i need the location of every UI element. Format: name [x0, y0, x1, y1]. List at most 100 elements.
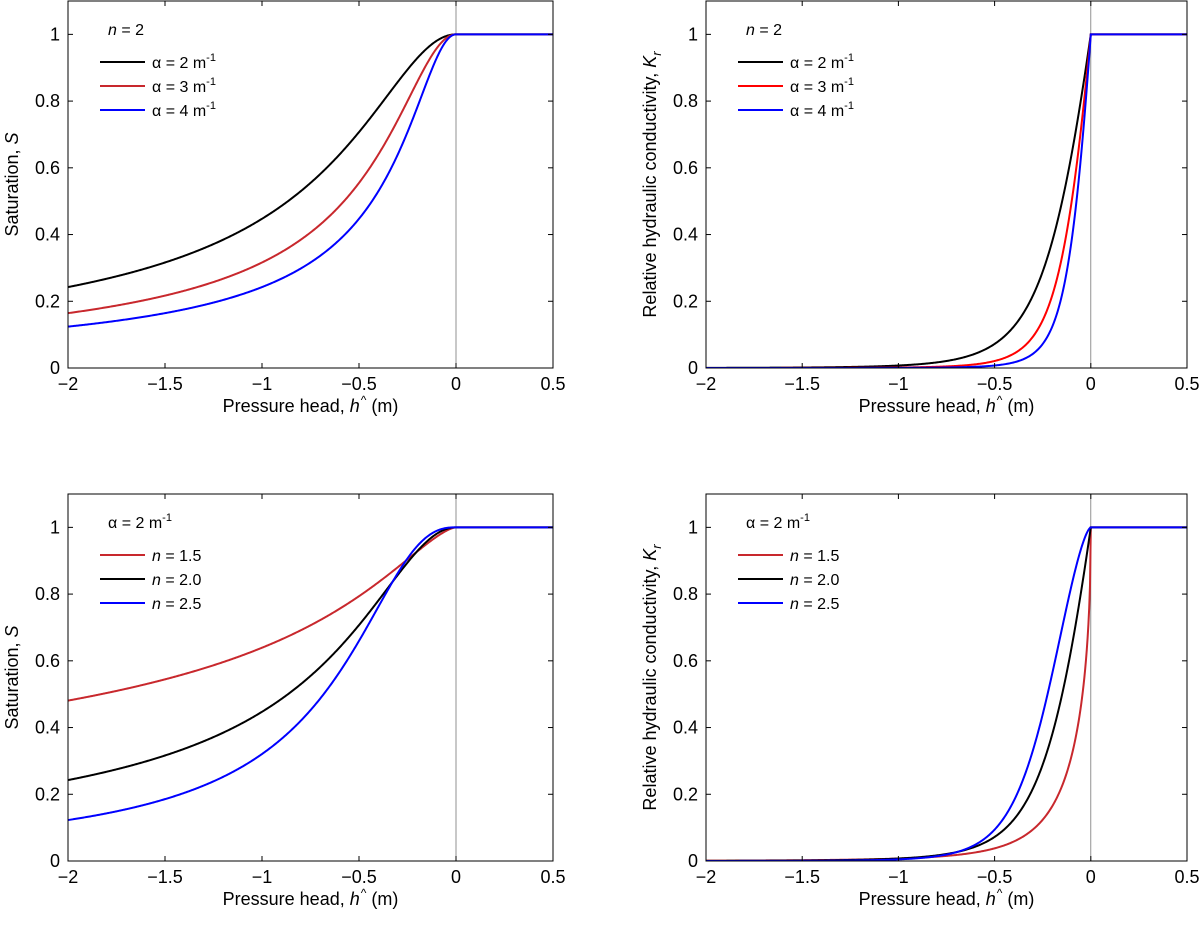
legend-item: n = 2.5: [738, 596, 839, 613]
y-tick-label: 0.6: [35, 651, 60, 671]
x-tick-label: −0.5: [977, 867, 1013, 887]
y-tick-label: 0: [688, 358, 698, 378]
legend-item: n = 2.0: [100, 572, 201, 589]
text-span: α = 4 m: [152, 103, 206, 120]
text-span: n: [152, 548, 161, 565]
text-span: = 2.5: [799, 596, 840, 613]
axes-box: [67, 0, 554, 369]
text-span: -1: [206, 100, 216, 112]
panel-top-right: −2 −1.5 −1 −0.5 0 0.5 0 0.2 0.4 0.6 0.8 1 Pressure h…: [640, 0, 1200, 416]
x-tick-label: 0.5: [540, 374, 565, 394]
text-span: (m): [1002, 889, 1034, 909]
legend-item: n = 1.5: [738, 548, 839, 565]
y-tick-label: 0.4: [673, 225, 698, 245]
legend-label: n = 2.0: [152, 572, 201, 589]
x-tick-label: −1: [252, 374, 273, 394]
x-tick-label: −1.5: [784, 374, 820, 394]
text-span: n: [152, 596, 161, 613]
y-axis-label: Relative hydraulic conductivity, Kr: [640, 51, 664, 318]
legend-item: α = 4 m-1: [100, 100, 216, 120]
y-tick-label: 0.6: [673, 158, 698, 178]
x-tick-label: 0: [1086, 374, 1096, 394]
x-tick-label: 0.5: [540, 867, 565, 887]
text-span: n: [152, 572, 161, 589]
x-tick-label: −2: [58, 867, 79, 887]
y-tick-label: 0.6: [673, 651, 698, 671]
text-span: h: [350, 396, 360, 416]
x-axis-label: Pressure head, h^ (m): [223, 393, 399, 416]
y-tick-label: 0.8: [35, 91, 60, 111]
series-line-0: [706, 33, 1187, 368]
legend-label: n = 2.0: [790, 572, 839, 589]
text-span: Pressure head,: [859, 889, 986, 909]
text-span: = 2: [755, 22, 782, 39]
text-span: -1: [844, 100, 854, 112]
x-tick-label: −2: [696, 374, 717, 394]
x-tick-label: 0: [451, 374, 461, 394]
x-tick-label: 0: [1086, 867, 1096, 887]
text-span: n: [108, 22, 117, 39]
axes-box: [705, 0, 1188, 369]
text-span: ^: [361, 393, 367, 407]
legend-label: n = 2.5: [152, 596, 201, 613]
text-span: -1: [800, 512, 810, 524]
axes-box: [67, 493, 554, 862]
y-tick-label: 0: [50, 358, 60, 378]
x-tick-label: −0.5: [341, 867, 377, 887]
x-tick-label: −1.5: [147, 374, 183, 394]
series-line-1: [706, 526, 1187, 861]
y-axis-label: Saturation, S: [2, 132, 22, 236]
y-axis-label: Relative hydraulic conductivity, Kr: [640, 544, 664, 811]
text-span: Saturation,: [2, 637, 22, 729]
text-span: -1: [206, 76, 216, 88]
y-tick-label: 0.2: [35, 291, 60, 311]
series-line-1: [68, 33, 553, 315]
y-tick-label: 0.2: [673, 784, 698, 804]
text-span: h: [986, 396, 996, 416]
x-tick-label: −1: [888, 867, 909, 887]
y-tick-label: 0: [50, 851, 60, 871]
text-span: ^: [997, 886, 1003, 900]
legend-label: α = 4 m-1: [152, 100, 216, 120]
legend-label: α = 3 m-1: [152, 76, 216, 96]
y-tick-label: 0.4: [673, 718, 698, 738]
text-span: n: [746, 22, 755, 39]
legend-label: n = 1.5: [152, 548, 201, 565]
y-tick-label: 0.8: [673, 584, 698, 604]
x-tick-label: −2: [696, 867, 717, 887]
text-span: -1: [844, 76, 854, 88]
panel-bottom-left: −2 −1.5 −1 −0.5 0 0.5 0 0.2 0.4 0.6 0.8 1 Pressure h…: [2, 493, 566, 909]
series-line-0: [706, 526, 1187, 861]
y-tick-label: 1: [50, 24, 60, 44]
axes-box: [705, 493, 1188, 862]
text-span: = 2: [117, 22, 144, 39]
text-span: = 1.5: [161, 548, 202, 565]
legend-label: α = 2 m-1: [152, 52, 216, 72]
legend-title: α = 2 m-1: [746, 512, 810, 532]
x-tick-label: 0: [451, 867, 461, 887]
y-tick-label: 0: [688, 851, 698, 871]
y-tick-label: 1: [50, 517, 60, 537]
panel-top-left: −2 −1.5 −1 −0.5 0 0.5 0 0.2 0.4 0.6 0.8 1 Pressure h…: [2, 0, 566, 416]
legend-label: n = 1.5: [790, 548, 839, 565]
text-span: ^: [361, 886, 367, 900]
text-span: -1: [206, 52, 216, 64]
text-span: α = 2 m: [152, 55, 206, 72]
legend-item: n = 2.5: [100, 596, 201, 613]
legend-item: α = 2 m-1: [738, 52, 854, 72]
legend-item: α = 2 m-1: [100, 52, 216, 72]
panel-bottom-right: −2 −1.5 −1 −0.5 0 0.5 0 0.2 0.4 0.6 0.8 1 Pressure h…: [640, 493, 1200, 909]
text-span: K: [640, 548, 660, 561]
y-tick-label: 0.2: [673, 291, 698, 311]
text-span: = 2.0: [161, 572, 202, 589]
x-tick-label: −1: [252, 867, 273, 887]
series-line-1: [706, 33, 1187, 368]
text-span: -1: [844, 52, 854, 64]
y-tick-label: 0.4: [35, 718, 60, 738]
y-tick-label: 0.2: [35, 784, 60, 804]
series-line-2: [706, 526, 1187, 861]
text-span: α = 2 m: [108, 515, 162, 532]
legend-label: n = 2.5: [790, 596, 839, 613]
text-span: α = 3 m: [152, 79, 206, 96]
